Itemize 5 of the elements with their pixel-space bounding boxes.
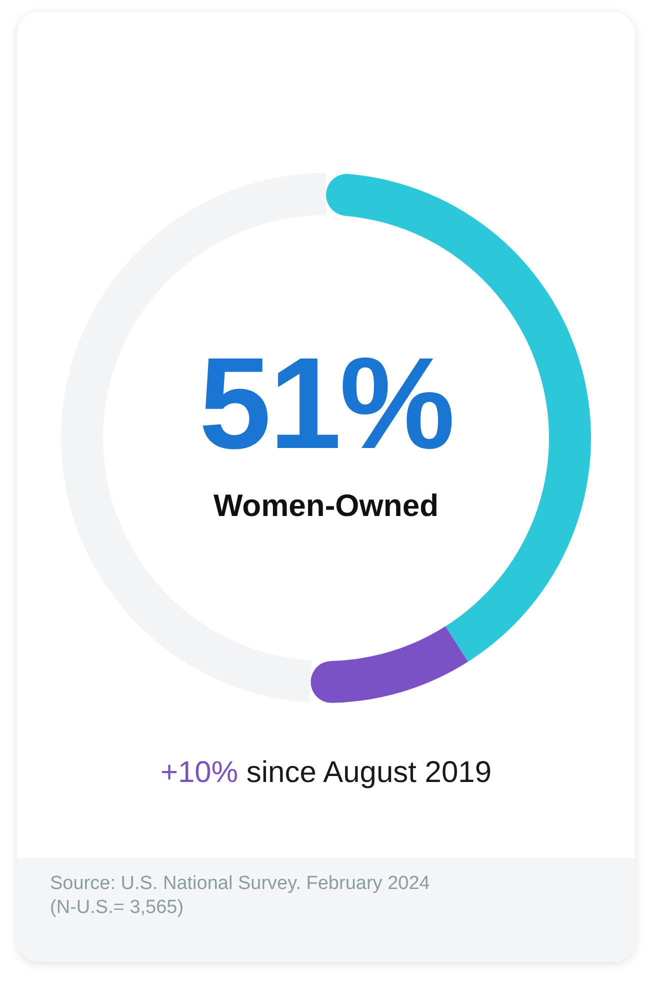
text: +10% [160,756,238,789]
text: 51% [198,330,454,476]
text: since August 2019 [245,756,492,789]
source-note: Source: U.S. National Survey. February 2024 (N-U.S.= 3,565) [50,872,431,920]
text: Women-Owned [212,488,440,523]
